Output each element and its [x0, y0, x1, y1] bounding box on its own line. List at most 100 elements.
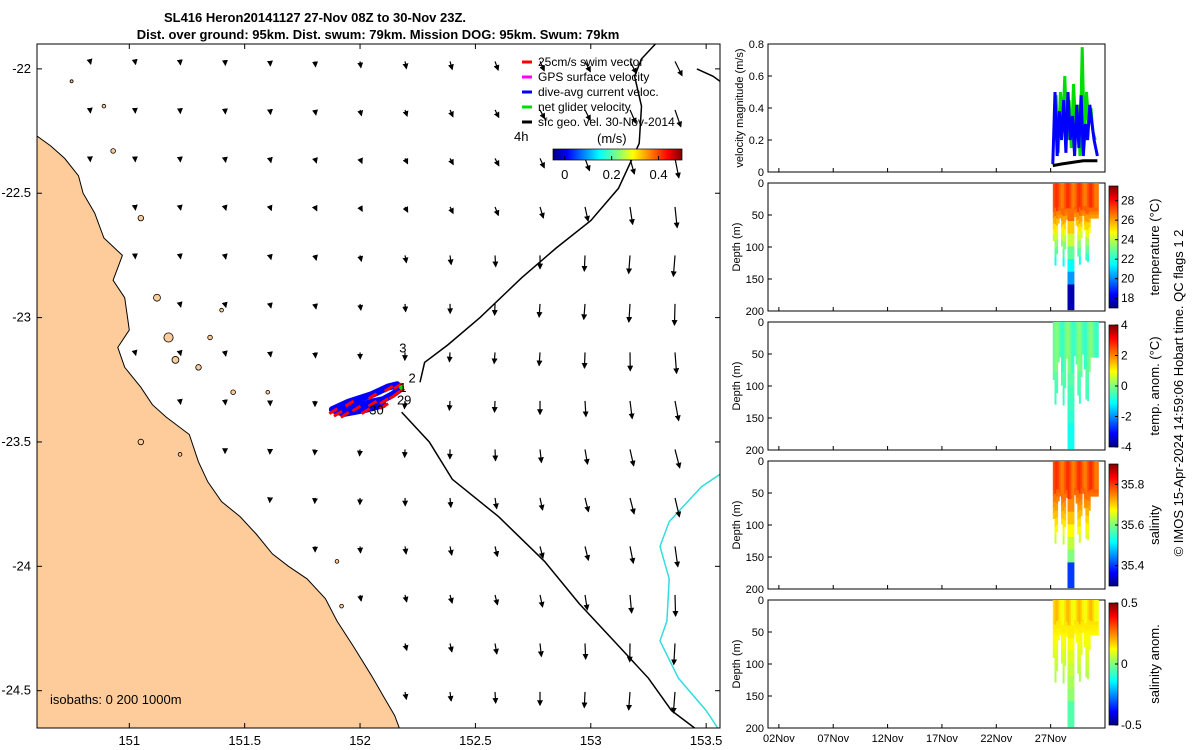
- section-cell: [1078, 215, 1081, 225]
- section-cell: [1095, 621, 1098, 625]
- current-vector: [581, 352, 588, 369]
- current-vector: [671, 303, 678, 327]
- section-cell: [1093, 492, 1096, 497]
- section-cell: [1069, 486, 1072, 500]
- section-y-label: Depth (m): [731, 501, 743, 550]
- section-cell: [1054, 674, 1057, 683]
- section-cell: [1093, 614, 1096, 618]
- section-cell: [1054, 526, 1057, 536]
- section-cell: [1064, 513, 1067, 521]
- section-cell: [1056, 614, 1059, 622]
- section-cell: [1072, 221, 1075, 235]
- section-cell: [1070, 688, 1073, 702]
- section-cell: [1072, 638, 1075, 652]
- section-cell: [1069, 334, 1072, 348]
- current-vector: [583, 594, 590, 611]
- section-cell: [1059, 200, 1062, 205]
- section-cell: [1072, 663, 1075, 677]
- section-cell: [1082, 470, 1085, 475]
- section-cell: [1062, 461, 1065, 470]
- section-cell: [1083, 470, 1086, 476]
- section-cell: [1093, 489, 1096, 494]
- current-vector: [401, 400, 408, 410]
- section-cell: [1085, 322, 1088, 331]
- section-cell: [1085, 198, 1088, 207]
- map-colorbar-tick-label: 0: [561, 167, 568, 182]
- map-y-tick-label: -22.5: [1, 185, 31, 200]
- section-cell: [1075, 212, 1078, 218]
- section-cell: [1064, 341, 1067, 349]
- section-cell: [1061, 612, 1063, 620]
- section-cell: [1070, 701, 1073, 715]
- current-vector: [492, 691, 499, 705]
- section-cell: [1067, 612, 1070, 626]
- section-cell: [1061, 189, 1063, 196]
- section-cell: [1064, 322, 1067, 329]
- section-cell: [1064, 354, 1067, 362]
- section-cell: [1065, 475, 1068, 480]
- section-cell: [1054, 191, 1057, 200]
- section-cell: [1062, 396, 1065, 406]
- section-cell: [1096, 207, 1099, 212]
- section-cell: [1070, 410, 1073, 424]
- section-cell: [1057, 604, 1060, 609]
- section-cell: [1070, 423, 1073, 437]
- section-cell: [1085, 206, 1088, 215]
- section-colorbar-tick-label: 35.6: [1121, 518, 1145, 532]
- section-cell: [1065, 329, 1068, 334]
- section-cell: [1093, 624, 1096, 629]
- section-cell: [1052, 350, 1055, 357]
- section-cell: [1062, 633, 1065, 642]
- section-cell: [1096, 353, 1099, 358]
- section-cell: [1082, 331, 1085, 336]
- section-cell: [1072, 233, 1075, 247]
- section-cell: [1080, 221, 1083, 228]
- section-cell: [1093, 200, 1096, 205]
- island: [195, 364, 202, 371]
- section-cell: [1054, 224, 1057, 233]
- section-colorbar-tick-label: -0.5: [1121, 718, 1142, 732]
- section-cell: [1096, 350, 1099, 355]
- section-cell: [1059, 186, 1062, 191]
- section-cell: [1090, 325, 1093, 330]
- section-cell: [1054, 240, 1057, 250]
- section-cell: [1057, 203, 1060, 208]
- current-vector: [629, 449, 636, 467]
- section-cell: [1083, 484, 1086, 490]
- section-cell: [1087, 238, 1090, 247]
- current-vector: [674, 449, 682, 469]
- section-cell: [1054, 199, 1057, 209]
- section-cell: [1080, 482, 1083, 489]
- section-cell: [1090, 346, 1093, 351]
- section-cell: [1078, 387, 1081, 396]
- section-cell: [1054, 616, 1057, 626]
- section-cell: [1077, 607, 1080, 615]
- current-vector: [674, 400, 681, 422]
- section-cell: [1072, 208, 1075, 222]
- section-cell: [1065, 614, 1068, 619]
- current-vector: [448, 109, 454, 118]
- section-cell: [1092, 624, 1094, 629]
- section-y-tick-label: 200: [746, 445, 764, 457]
- section-cell: [1077, 322, 1080, 330]
- section-cell: [1056, 357, 1059, 365]
- section-cell: [1070, 271, 1073, 285]
- section-colorbar-tick-label: 0: [1121, 657, 1128, 671]
- section-cell: [1061, 347, 1063, 354]
- section-cell: [1092, 600, 1094, 604]
- section-cell: [1070, 650, 1073, 664]
- section-cell: [1093, 350, 1096, 355]
- section-cell: [1088, 212, 1091, 218]
- section-cell: [1056, 350, 1059, 358]
- section-cell: [1078, 379, 1081, 388]
- section-cell: [1072, 195, 1075, 209]
- section-cell: [1083, 225, 1086, 231]
- section-cell: [1083, 187, 1086, 193]
- section-cell: [1057, 489, 1060, 494]
- section-cell: [1092, 325, 1094, 330]
- section-cell: [1069, 246, 1072, 260]
- current-vector: [538, 546, 545, 559]
- current-vector: [176, 349, 183, 357]
- section-cell: [1067, 284, 1070, 298]
